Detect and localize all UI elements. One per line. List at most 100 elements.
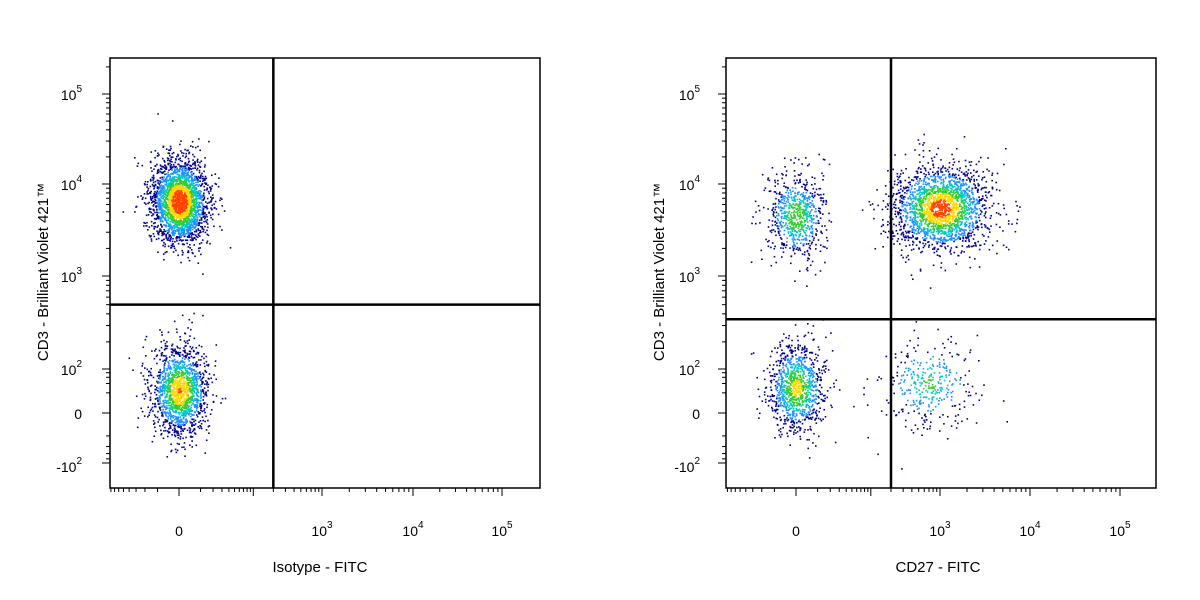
data-point <box>154 183 157 186</box>
data-point <box>203 170 205 173</box>
data-point <box>165 177 168 179</box>
data-point <box>185 152 187 155</box>
data-point <box>172 234 174 237</box>
data-point <box>781 256 783 258</box>
data-point <box>150 198 153 200</box>
data-point <box>173 366 175 369</box>
data-point <box>182 209 184 211</box>
data-point <box>193 182 195 185</box>
data-point <box>160 382 162 384</box>
data-point <box>169 210 171 213</box>
data-point <box>186 171 189 174</box>
data-point <box>160 429 162 432</box>
data-point <box>805 189 807 191</box>
data-point <box>158 154 160 156</box>
data-point <box>198 247 200 250</box>
data-point <box>176 442 179 445</box>
data-point <box>204 402 206 404</box>
data-point <box>188 223 191 226</box>
data-point <box>176 352 178 354</box>
data-point <box>192 239 194 241</box>
data-point <box>192 364 195 367</box>
data-point <box>190 368 192 370</box>
data-point <box>168 200 170 203</box>
data-point <box>804 195 807 197</box>
data-point <box>808 196 810 199</box>
data-point <box>176 361 179 364</box>
data-point <box>182 416 185 419</box>
data-point <box>174 382 176 384</box>
data-point <box>787 192 790 194</box>
data-point <box>157 180 159 182</box>
data-point <box>186 212 188 215</box>
data-point <box>169 413 172 415</box>
data-point <box>192 350 195 352</box>
data-point <box>204 365 206 368</box>
data-point <box>200 427 203 430</box>
data-point <box>792 241 795 244</box>
data-point <box>166 188 169 190</box>
data-point <box>210 198 213 201</box>
data-point <box>173 425 176 427</box>
data-point <box>172 386 174 389</box>
data-point <box>153 217 156 220</box>
data-point <box>190 175 192 177</box>
data-point <box>803 197 806 200</box>
data-point <box>204 231 207 234</box>
data-point <box>781 202 784 204</box>
y-tick-label-3: 102 <box>61 359 83 378</box>
data-point <box>188 214 190 216</box>
data-point <box>183 198 186 201</box>
data-point <box>179 218 181 220</box>
data-point <box>193 375 195 378</box>
data-point <box>207 365 210 367</box>
data-point <box>805 205 808 208</box>
data-point <box>207 184 209 186</box>
data-point <box>179 174 181 177</box>
data-point <box>186 221 188 223</box>
data-point <box>187 256 189 259</box>
data-point <box>188 410 190 412</box>
data-point <box>802 230 805 232</box>
data-point <box>194 167 196 169</box>
data-point <box>193 414 195 416</box>
data-point <box>170 173 172 175</box>
data-point <box>203 196 206 199</box>
scatter-points <box>750 133 1021 470</box>
data-point <box>805 216 808 218</box>
data-point <box>811 218 813 221</box>
data-point <box>183 201 185 204</box>
data-point <box>150 167 152 169</box>
data-point <box>167 173 170 176</box>
data-point <box>194 222 197 224</box>
data-point <box>164 373 167 376</box>
data-point <box>182 172 184 175</box>
data-point <box>181 354 184 356</box>
data-point <box>180 175 183 177</box>
data-point <box>815 248 817 250</box>
data-point <box>203 353 205 355</box>
data-point <box>180 189 183 192</box>
data-point <box>160 209 162 211</box>
data-point <box>206 187 208 190</box>
data-point <box>805 243 808 245</box>
data-point <box>184 156 187 159</box>
data-point <box>189 243 191 246</box>
data-point <box>819 270 822 272</box>
data-point <box>177 223 179 226</box>
data-point <box>191 228 194 231</box>
data-point <box>816 193 819 196</box>
data-point <box>167 375 170 377</box>
data-point <box>182 167 184 170</box>
data-point <box>173 206 176 209</box>
data-point <box>173 226 176 229</box>
data-point <box>200 359 202 361</box>
data-point <box>163 411 166 414</box>
data-point <box>199 235 201 237</box>
data-point <box>187 178 190 181</box>
data-point <box>151 183 154 186</box>
data-point <box>160 341 163 343</box>
data-point <box>780 226 783 229</box>
data-point <box>177 175 180 177</box>
data-point <box>144 367 146 369</box>
